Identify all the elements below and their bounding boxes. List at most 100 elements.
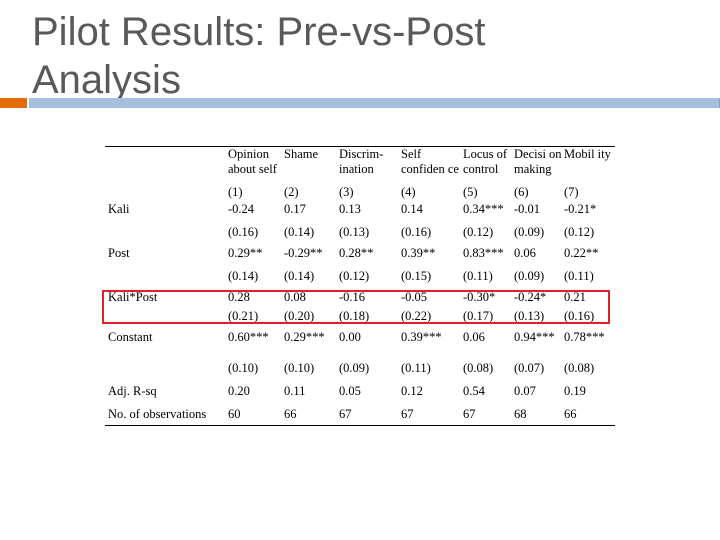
- se-row: (0.16) (0.14) (0.13) (0.16) (0.12) (0.09) (0.1…: [105, 217, 615, 240]
- col-header: Shame: [284, 146, 339, 177]
- se-cell: (0.14): [284, 269, 315, 283]
- coef-cell: 0.08: [284, 290, 306, 304]
- coef-cell: -0.05: [401, 290, 428, 304]
- se-cell: (0.16): [564, 309, 595, 323]
- coef-cell: -0.24*: [514, 290, 547, 304]
- se-row: (0.21) (0.20) (0.18) (0.22) (0.17) (0.13) (0.1…: [105, 305, 615, 324]
- col-header: Opinion about self: [228, 146, 284, 177]
- footer-row: No. of observations 60 66 67 67 67 68 66: [105, 399, 615, 426]
- footer-cell: 67: [339, 399, 401, 426]
- se-cell: (0.14): [228, 269, 259, 283]
- coef-cell: -0.24: [228, 202, 255, 216]
- se-cell: (0.07): [514, 361, 545, 375]
- coef-cell: 0.29**: [228, 246, 263, 260]
- regression-table: Opinion about self Shame Discrim-ination…: [105, 146, 615, 426]
- se-cell: (0.16): [228, 225, 259, 239]
- coef-cell: 0.94***: [514, 330, 555, 344]
- coef-cell: 0.14: [401, 202, 423, 216]
- se-cell: (0.09): [514, 269, 545, 283]
- header-row: Opinion about self Shame Discrim-ination…: [105, 146, 615, 177]
- coef-cell: 0.39***: [401, 330, 442, 344]
- coef-cell: 0.29***: [284, 330, 325, 344]
- col-header: Mobil ity: [564, 146, 615, 177]
- se-row: (0.14) (0.14) (0.12) (0.15) (0.11) (0.09) (0.1…: [105, 261, 615, 284]
- col-number: (6): [514, 185, 529, 199]
- se-cell: (0.22): [401, 309, 432, 323]
- coef-cell: 0.39**: [401, 246, 436, 260]
- coef-cell: 0.06: [463, 330, 485, 344]
- coef-cell: 0.28: [228, 290, 250, 304]
- se-cell: (0.09): [514, 225, 545, 239]
- col-number: (3): [339, 185, 354, 199]
- se-cell: (0.20): [284, 309, 315, 323]
- coef-cell: 0.78***: [564, 330, 605, 344]
- col-number: (5): [463, 185, 478, 199]
- coef-cell: -0.30*: [463, 290, 496, 304]
- col-header: Locus of control: [463, 146, 514, 177]
- se-cell: (0.11): [401, 361, 431, 375]
- col-header: Discrim-ination: [339, 146, 401, 177]
- coef-cell: -0.29**: [284, 246, 323, 260]
- footer-cell: 66: [564, 399, 615, 426]
- footer-cell: 0.20: [228, 384, 250, 398]
- coef-row: Post 0.29** -0.29** 0.28** 0.39** 0.83*** 0.06…: [105, 240, 615, 261]
- coef-cell: -0.21*: [564, 202, 597, 216]
- se-cell: (0.12): [339, 269, 370, 283]
- footer-cell: 68: [514, 399, 564, 426]
- col-number: (2): [284, 185, 299, 199]
- se-cell: (0.14): [284, 225, 315, 239]
- footer-cell: 67: [463, 399, 514, 426]
- se-cell: (0.12): [564, 225, 595, 239]
- coef-row: Kali*Post 0.28 0.08 -0.16 -0.05 -0.30* -0.24* 0…: [105, 284, 615, 305]
- coef-cell: 0.34***: [463, 202, 504, 216]
- se-cell: (0.11): [463, 269, 493, 283]
- se-cell: (0.13): [514, 309, 545, 323]
- row-label: Kali*Post: [108, 290, 158, 304]
- coef-cell: 0.00: [339, 330, 361, 344]
- se-cell: (0.15): [401, 269, 432, 283]
- row-label: Kali: [108, 202, 130, 216]
- col-header: Self confiden ce: [401, 146, 463, 177]
- footer-cell: 60: [228, 399, 284, 426]
- row-label: Constant: [108, 330, 153, 344]
- footer-cell: 0.07: [514, 384, 536, 398]
- accent-bar-orange: [0, 98, 27, 108]
- se-cell: (0.17): [463, 309, 494, 323]
- footer-cell: 0.05: [339, 384, 361, 398]
- se-cell: (0.09): [339, 361, 370, 375]
- slide-title: Pilot Results: Pre-vs-Post Analysis: [32, 8, 485, 104]
- coef-cell: 0.06: [514, 246, 536, 260]
- col-number: (1): [228, 185, 243, 199]
- footer-cell: 0.11: [284, 384, 306, 398]
- footer-row: Adj. R-sq 0.20 0.11 0.05 0.12 0.54 0.07 0.19: [105, 376, 615, 399]
- coef-cell: 0.22**: [564, 246, 599, 260]
- se-cell: (0.12): [463, 225, 494, 239]
- slide-title-line2: Analysis: [32, 58, 181, 102]
- accent-bar-blue: [29, 98, 719, 108]
- coef-cell: 0.60***: [228, 330, 269, 344]
- coef-row: Kali -0.24 0.17 0.13 0.14 0.34*** -0.01 -0.21*: [105, 200, 615, 217]
- slide-title-line1: Pilot Results: Pre-vs-Post: [32, 10, 486, 54]
- regression-table-container: Opinion about self Shame Discrim-ination…: [105, 146, 615, 426]
- se-cell: (0.10): [228, 361, 259, 375]
- col-header: Decisi on making: [514, 146, 564, 177]
- footer-cell: 67: [401, 399, 463, 426]
- se-cell: (0.21): [228, 309, 259, 323]
- footer-label: No. of observations: [105, 399, 228, 426]
- coef-cell: 0.28**: [339, 246, 374, 260]
- col-number-row: (1) (2) (3) (4) (5) (6) (7): [105, 177, 615, 200]
- se-cell: (0.13): [339, 225, 370, 239]
- footer-label: Adj. R-sq: [108, 384, 157, 398]
- se-cell: (0.10): [284, 361, 315, 375]
- coef-cell: 0.17: [284, 202, 306, 216]
- se-cell: (0.08): [564, 361, 595, 375]
- footer-cell: 0.12: [401, 384, 423, 398]
- col-number: (7): [564, 185, 579, 199]
- se-cell: (0.16): [401, 225, 432, 239]
- coef-cell: 0.13: [339, 202, 361, 216]
- se-cell: (0.18): [339, 309, 370, 323]
- coef-cell: 0.83***: [463, 246, 504, 260]
- col-number: (4): [401, 185, 416, 199]
- coef-row: Constant 0.60*** 0.29*** 0.00 0.39*** 0.06 0.9…: [105, 324, 615, 345]
- coef-cell: 0.21: [564, 290, 586, 304]
